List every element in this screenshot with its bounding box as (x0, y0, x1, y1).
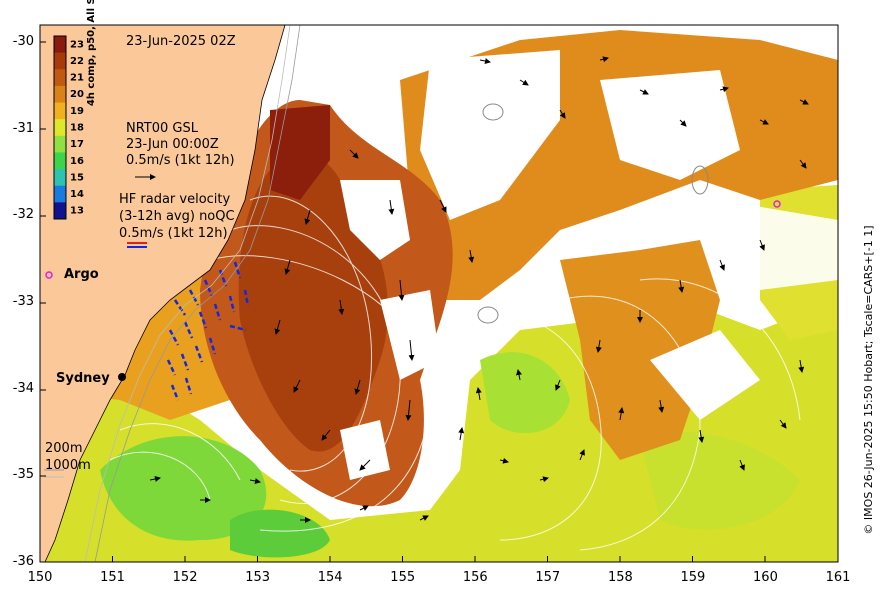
colorbar-swatch (54, 185, 66, 203)
y-tick-label: -35 (12, 467, 34, 483)
gsl-legend-line1: NRT00 GSL (126, 121, 198, 136)
gsl-legend-line2: 23-Jun 00:00Z (126, 137, 219, 152)
colorbar-swatch (54, 169, 66, 187)
x-ticks (39, 556, 839, 562)
colorbar-tick-label: 22 (70, 56, 84, 67)
colorbar-tick-label: 13 (70, 206, 84, 217)
x-tick-label: 154 (317, 570, 343, 585)
island-outline (691, 165, 709, 195)
sydney-marker (118, 373, 126, 381)
gsl-legend-line3: 0.5m/s (1kt 12h) (126, 153, 235, 168)
sst-field (40, 25, 838, 562)
y-tick-label: -30 (12, 34, 34, 49)
y-tick-label: -34 (12, 380, 34, 396)
gsl-legend: NRT00 GSL 23-Jun 00:00Z 0.5m/s (1kt 12h) (126, 121, 235, 169)
plot-frame (39, 24, 839, 563)
colorbar-tick-label: 14 (70, 189, 84, 200)
x-tick-label: 152 (172, 570, 198, 585)
side-credit: © IMOS 26-Jun-2025 15:50 Hobart; Tscale=… (862, 225, 875, 535)
argo-label: Argo (64, 267, 99, 282)
colorbar-tick-label: 18 (70, 123, 84, 134)
colorbar-swatch (54, 152, 66, 170)
colorbar-swatch (54, 202, 66, 220)
y-tick-label: -36 (12, 554, 34, 569)
argo-legend-marker (45, 271, 53, 279)
colorbar-swatch (54, 85, 66, 104)
y-tick-label: -31 (12, 120, 34, 136)
seamount-outline-2 (477, 306, 499, 324)
sydney-label: Sydney (56, 371, 110, 386)
colorbar-tick-label: 16 (70, 156, 84, 167)
x-tick-label: 153 (245, 570, 271, 585)
x-tick-label: 151 (100, 570, 125, 585)
seamount-outline (482, 103, 504, 121)
colorbar-swatch (54, 119, 66, 137)
colorbar-tick-label: 19 (70, 106, 84, 117)
hf-legend-line2: (3-12h avg) noQC (119, 209, 235, 224)
colorbar-swatch (54, 102, 66, 120)
depth-label-200m: 200m (45, 441, 83, 456)
colorbar-tick-label: 21 (70, 73, 84, 84)
hf-legend: HF radar velocity (3-12h avg) noQC 0.5m/… (119, 191, 235, 242)
x-tick-label: 156 (462, 570, 488, 585)
hf-legend-line1: HF radar velocity (119, 192, 231, 207)
isobath-1000m (94, 24, 301, 563)
colorbar-tick-label: 17 (70, 139, 84, 150)
isobath-200m (84, 24, 291, 563)
y-tick-label: -33 (12, 294, 34, 309)
colorbar-swatch (54, 36, 66, 54)
colorbar-tick-label: 20 (70, 89, 84, 100)
x-tick-label: 155 (390, 570, 416, 585)
x-tick-label: 161 (825, 570, 851, 585)
colorbar-title: 4h comp, p50, All Sats (86, 0, 97, 107)
colorbar-swatch (54, 69, 66, 87)
x-tick-label: 160 (753, 570, 778, 585)
y-ticks (40, 41, 46, 563)
colorbar: 23 22 21 20 19 18 17 16 15 14 13 (53, 35, 84, 220)
hf-legend-line3: 0.5m/s (1kt 12h) (119, 226, 228, 241)
colorbar-frame (53, 35, 67, 220)
y-tick-label: -32 (12, 207, 34, 223)
map-date-title: 23-Jun-2025 02Z (126, 34, 236, 49)
x-tick-label: 158 (607, 570, 633, 585)
x-tick-label: 159 (680, 570, 706, 585)
depth-label-1000m: 1000m (45, 458, 91, 473)
land-mass (39, 24, 286, 563)
colorbar-swatch (54, 135, 66, 153)
colorbar-tick-label: 23 (70, 39, 84, 50)
colorbar-tick-label: 15 (70, 172, 84, 183)
x-tick-label: 150 (27, 570, 53, 585)
colorbar-swatch (54, 52, 66, 70)
argo-float-marker[interactable] (773, 200, 781, 208)
x-tick-label: 157 (535, 570, 561, 585)
